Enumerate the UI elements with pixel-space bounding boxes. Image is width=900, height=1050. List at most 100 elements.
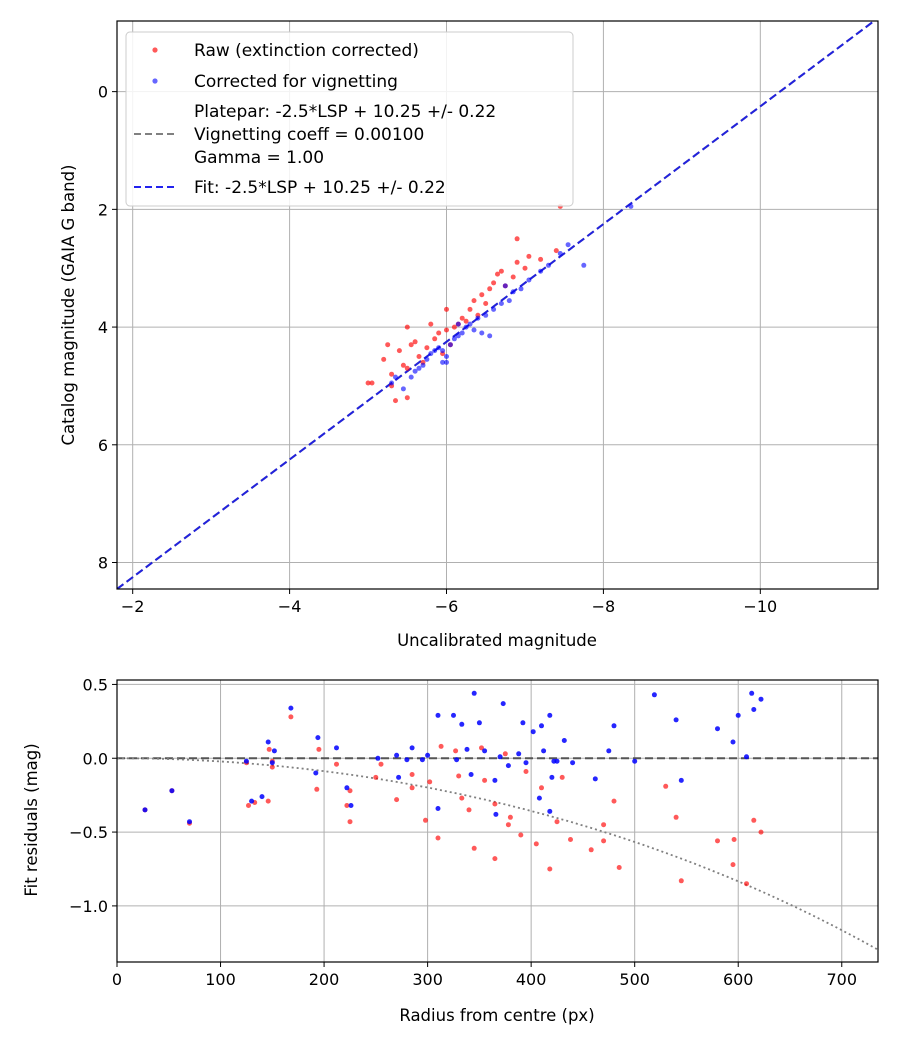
raw-point	[463, 318, 469, 324]
raw-point	[611, 798, 617, 804]
legend-platepar-label: Platepar: -2.5*LSP + 10.25 +/- 0.22	[194, 102, 496, 122]
x-tick-label: 500	[619, 970, 650, 989]
corrected-point	[611, 723, 617, 729]
corrected-point	[440, 348, 446, 354]
raw-point	[459, 315, 465, 321]
corrected-point	[526, 277, 532, 283]
grid	[116, 680, 878, 962]
raw-point	[408, 342, 414, 348]
corrected-point	[394, 752, 400, 758]
raw-point	[423, 817, 428, 823]
raw-point	[373, 774, 379, 780]
raw-point	[510, 274, 516, 280]
raw-point	[334, 761, 339, 767]
corrected-point	[313, 770, 319, 776]
y-tick-label: 6	[98, 436, 108, 455]
x-tick-label: 300	[412, 970, 443, 989]
corrected-point	[169, 788, 175, 794]
raw-point	[369, 380, 375, 386]
corrected-point	[467, 321, 473, 327]
raw-point	[428, 321, 434, 327]
raw-point	[547, 866, 553, 872]
corrected-point	[463, 324, 469, 330]
corrected-point	[557, 251, 563, 256]
raw-point	[483, 301, 489, 306]
corrected-point	[187, 819, 192, 825]
corrected-point	[444, 359, 449, 365]
raw-point	[404, 365, 410, 371]
corrected-point	[510, 289, 516, 295]
corrected-point	[546, 262, 551, 268]
corrected-point	[142, 807, 148, 813]
corrected-point	[419, 757, 425, 763]
corrected-point	[523, 760, 529, 766]
x-tick-label: −8	[592, 597, 616, 616]
raw-point	[744, 881, 749, 887]
corrected-point	[520, 720, 526, 726]
raw-point	[539, 785, 544, 791]
corrected-point	[451, 336, 457, 342]
corrected-point	[505, 763, 511, 769]
raw-point	[381, 356, 387, 362]
raw-point	[568, 837, 573, 842]
raw-point	[471, 298, 477, 304]
corrected-point	[409, 745, 415, 751]
raw-point	[495, 271, 500, 277]
corrected-point	[482, 748, 488, 754]
raw-point	[314, 786, 320, 792]
corrected-point	[491, 306, 497, 312]
corrected-point	[628, 203, 634, 209]
raw-point	[412, 339, 418, 345]
corrected-point	[479, 330, 485, 336]
reference-lines	[117, 757, 878, 951]
corrected-point	[455, 321, 461, 327]
corrected-point	[536, 795, 542, 801]
corrected-point	[243, 758, 249, 764]
x-tick-label: 100	[205, 970, 236, 989]
raw-point	[616, 865, 622, 870]
raw-point	[246, 803, 251, 808]
tick-labels: −2 −4 −6 −8 −10 0 2 4 6 8	[98, 83, 777, 616]
corrected-point	[592, 776, 598, 782]
corrected-point	[425, 752, 431, 758]
corrected-point	[497, 754, 503, 760]
raw-point	[394, 797, 400, 803]
raw-point	[451, 324, 457, 330]
corrected-point	[400, 386, 406, 392]
raw-point	[344, 803, 350, 808]
raw-point	[427, 779, 433, 785]
raw-point	[663, 783, 669, 789]
raw-point	[479, 292, 485, 298]
legend-raw-label: Raw (extinction corrected)	[194, 41, 419, 61]
raw-point	[456, 773, 462, 779]
corrected-point	[749, 690, 755, 696]
corrected-point	[424, 356, 430, 362]
raw-point	[673, 814, 679, 820]
x-tick-label: 700	[826, 970, 857, 989]
corrected-point	[673, 717, 679, 723]
raw-point	[385, 342, 391, 348]
corrected-point	[471, 327, 477, 333]
corrected-point	[288, 705, 294, 711]
corrected-point	[493, 811, 499, 817]
legend-gamma-label: Gamma = 1.00	[194, 148, 324, 168]
y-tick-label: 0.0	[83, 749, 108, 768]
raw-point	[505, 822, 511, 828]
corrected-point	[539, 723, 544, 729]
raw-point	[409, 785, 415, 791]
raw-point	[467, 306, 473, 312]
corrected-point	[581, 262, 587, 268]
corrected-point	[492, 777, 498, 783]
corrected-point	[570, 760, 576, 766]
raw-point	[365, 380, 371, 386]
corrected-point	[459, 330, 465, 336]
raw-point	[471, 845, 477, 851]
corrected-point	[315, 735, 321, 741]
raw-point	[554, 819, 560, 825]
corrected-point	[393, 374, 398, 380]
corrected-point	[471, 690, 477, 696]
corrected-point	[269, 760, 275, 766]
corrected-point	[404, 757, 410, 763]
legend-corrected-marker	[152, 78, 158, 84]
corrected-point	[758, 696, 764, 702]
